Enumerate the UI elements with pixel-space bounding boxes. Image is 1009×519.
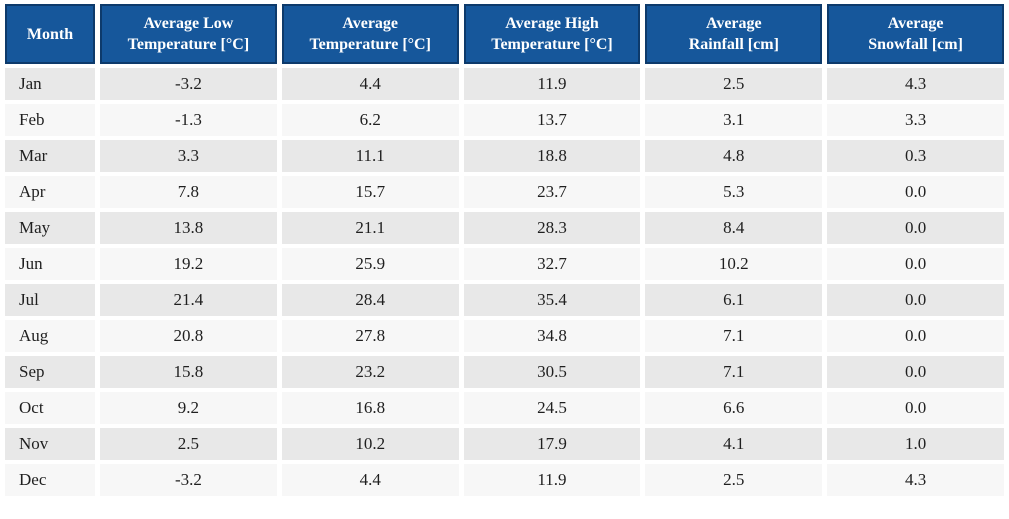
value-cell: 3.3 xyxy=(827,104,1004,136)
value-cell: 21.4 xyxy=(100,284,277,316)
value-cell: 20.8 xyxy=(100,320,277,352)
value-cell: 2.5 xyxy=(100,428,277,460)
value-cell: 0.0 xyxy=(827,392,1004,424)
value-cell: 11.1 xyxy=(281,140,459,172)
value-cell: 24.5 xyxy=(463,392,641,424)
month-cell: Jun xyxy=(5,248,95,280)
value-cell: 15.7 xyxy=(281,176,459,208)
value-cell: 0.0 xyxy=(827,320,1004,352)
month-cell: Feb xyxy=(5,104,95,136)
value-cell: 6.2 xyxy=(281,104,459,136)
value-cell: 4.3 xyxy=(827,68,1004,100)
value-cell: 4.4 xyxy=(281,68,459,100)
value-cell: 4.3 xyxy=(827,464,1004,496)
value-cell: 32.7 xyxy=(463,248,641,280)
climate-averages-table: Month Average Low Temperature [°C] Avera… xyxy=(5,4,1004,496)
value-cell: 13.8 xyxy=(100,212,277,244)
value-cell: 6.1 xyxy=(645,284,823,316)
month-cell: May xyxy=(5,212,95,244)
value-cell: 0.0 xyxy=(827,212,1004,244)
column-header-avg-high-temp: Average High Temperature [°C] xyxy=(463,4,641,64)
value-cell: 2.5 xyxy=(645,464,823,496)
value-cell: -1.3 xyxy=(100,104,277,136)
month-cell: Apr xyxy=(5,176,95,208)
value-cell: 8.4 xyxy=(645,212,823,244)
value-cell: 3.3 xyxy=(100,140,277,172)
value-cell: 5.3 xyxy=(645,176,823,208)
table-row-oct: Oct 9.2 16.8 24.5 6.6 0.0 xyxy=(5,392,1004,424)
value-cell: 28.3 xyxy=(463,212,641,244)
table-row-apr: Apr 7.8 15.7 23.7 5.3 0.0 xyxy=(5,176,1004,208)
table-row-jun: Jun 19.2 25.9 32.7 10.2 0.0 xyxy=(5,248,1004,280)
value-cell: 13.7 xyxy=(463,104,641,136)
value-cell: 11.9 xyxy=(463,68,641,100)
value-cell: 7.1 xyxy=(645,356,823,388)
table-row-jan: Jan -3.2 4.4 11.9 2.5 4.3 xyxy=(5,68,1004,100)
value-cell: 23.2 xyxy=(281,356,459,388)
value-cell: 23.7 xyxy=(463,176,641,208)
value-cell: 10.2 xyxy=(281,428,459,460)
value-cell: 4.1 xyxy=(645,428,823,460)
value-cell: 25.9 xyxy=(281,248,459,280)
header-row: Month Average Low Temperature [°C] Avera… xyxy=(5,4,1004,64)
value-cell: -3.2 xyxy=(100,464,277,496)
value-cell: 16.8 xyxy=(281,392,459,424)
column-header-month: Month xyxy=(5,4,95,64)
table-row-aug: Aug 20.8 27.8 34.8 7.1 0.0 xyxy=(5,320,1004,352)
value-cell: 3.1 xyxy=(645,104,823,136)
column-header-avg-rainfall: Average Rainfall [cm] xyxy=(645,4,823,64)
value-cell: 0.0 xyxy=(827,248,1004,280)
month-cell: Jan xyxy=(5,68,95,100)
month-cell: Nov xyxy=(5,428,95,460)
value-cell: 7.1 xyxy=(645,320,823,352)
month-cell: Aug xyxy=(5,320,95,352)
column-header-avg-temp: Average Temperature [°C] xyxy=(281,4,459,64)
value-cell: 15.8 xyxy=(100,356,277,388)
value-cell: 21.1 xyxy=(281,212,459,244)
value-cell: 0.0 xyxy=(827,284,1004,316)
value-cell: 28.4 xyxy=(281,284,459,316)
column-header-avg-snowfall: Average Snowfall [cm] xyxy=(827,4,1004,64)
value-cell: 4.8 xyxy=(645,140,823,172)
table-row-may: May 13.8 21.1 28.3 8.4 0.0 xyxy=(5,212,1004,244)
value-cell: 27.8 xyxy=(281,320,459,352)
month-cell: Mar xyxy=(5,140,95,172)
table-row-nov: Nov 2.5 10.2 17.9 4.1 1.0 xyxy=(5,428,1004,460)
value-cell: 30.5 xyxy=(463,356,641,388)
value-cell: 18.8 xyxy=(463,140,641,172)
value-cell: 7.8 xyxy=(100,176,277,208)
value-cell: 2.5 xyxy=(645,68,823,100)
value-cell: 34.8 xyxy=(463,320,641,352)
value-cell: 10.2 xyxy=(645,248,823,280)
value-cell: 0.0 xyxy=(827,356,1004,388)
table-row-feb: Feb -1.3 6.2 13.7 3.1 3.3 xyxy=(5,104,1004,136)
month-cell: Jul xyxy=(5,284,95,316)
table-row-sep: Sep 15.8 23.2 30.5 7.1 0.0 xyxy=(5,356,1004,388)
value-cell: 35.4 xyxy=(463,284,641,316)
month-cell: Oct xyxy=(5,392,95,424)
month-cell: Sep xyxy=(5,356,95,388)
value-cell: 4.4 xyxy=(281,464,459,496)
value-cell: 17.9 xyxy=(463,428,641,460)
value-cell: -3.2 xyxy=(100,68,277,100)
column-header-avg-low-temp: Average Low Temperature [°C] xyxy=(100,4,277,64)
month-cell: Dec xyxy=(5,464,95,496)
value-cell: 19.2 xyxy=(100,248,277,280)
table-row-dec: Dec -3.2 4.4 11.9 2.5 4.3 xyxy=(5,464,1004,496)
table-row-mar: Mar 3.3 11.1 18.8 4.8 0.3 xyxy=(5,140,1004,172)
value-cell: 6.6 xyxy=(645,392,823,424)
value-cell: 9.2 xyxy=(100,392,277,424)
value-cell: 11.9 xyxy=(463,464,641,496)
table-row-jul: Jul 21.4 28.4 35.4 6.1 0.0 xyxy=(5,284,1004,316)
value-cell: 0.0 xyxy=(827,176,1004,208)
value-cell: 1.0 xyxy=(827,428,1004,460)
value-cell: 0.3 xyxy=(827,140,1004,172)
